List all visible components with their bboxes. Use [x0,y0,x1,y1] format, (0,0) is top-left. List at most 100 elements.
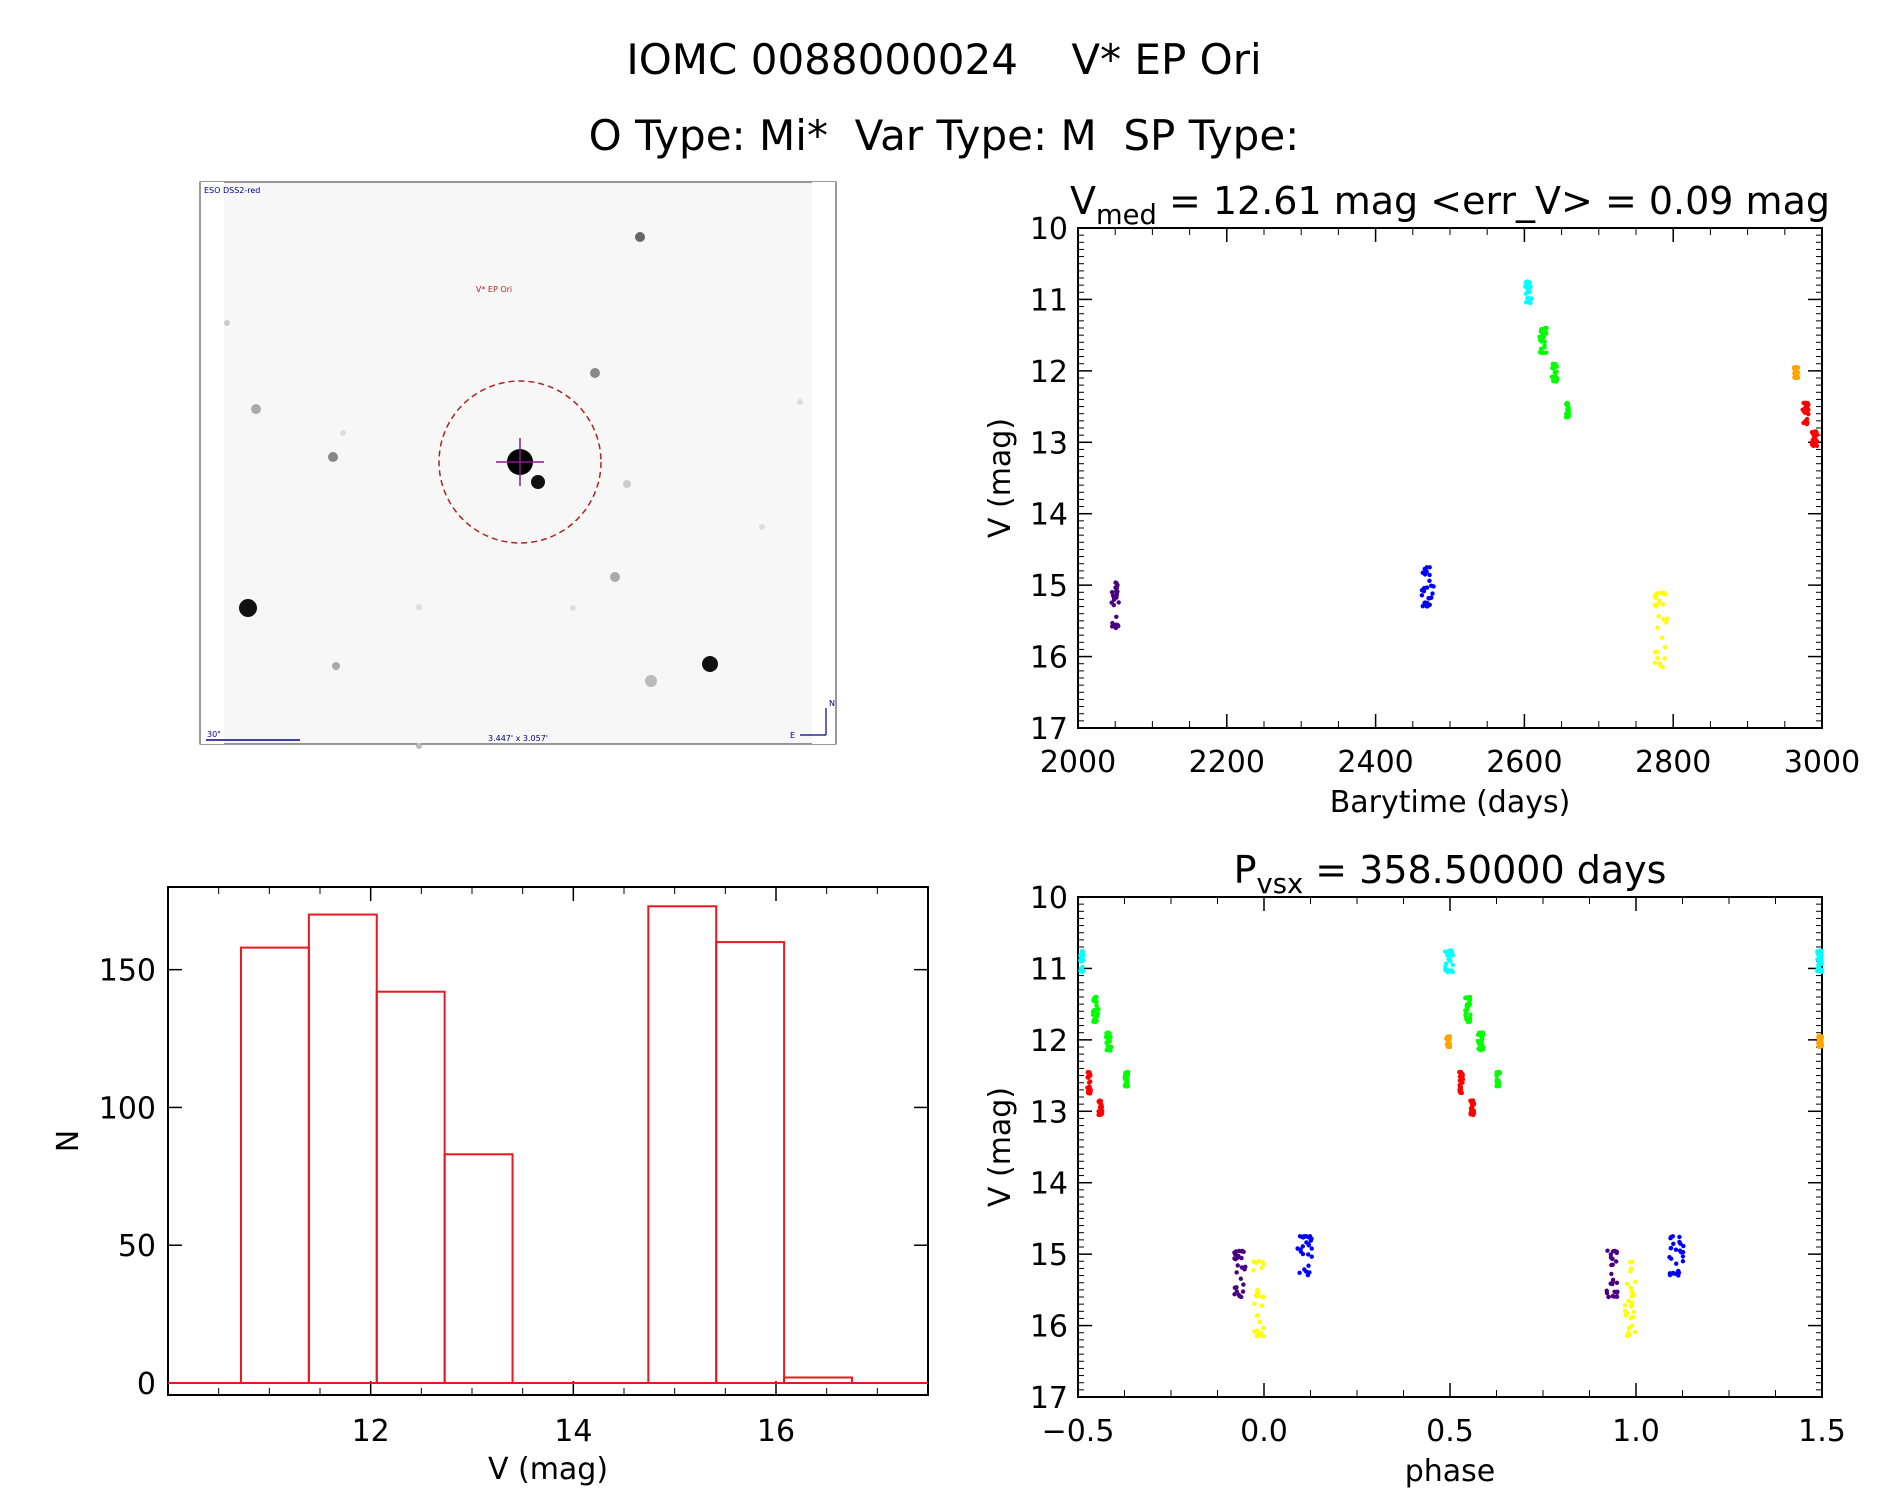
data-point [1419,593,1425,598]
data-point [1810,430,1815,435]
data-point [1527,285,1533,290]
data-point [1260,1325,1266,1331]
data-point [1427,578,1432,584]
data-point [1630,1314,1636,1320]
data-point [1626,1325,1632,1331]
x-tick-label: 12 [352,1414,390,1449]
data-point [1112,623,1118,628]
data-point [1444,969,1450,974]
data-point [1815,957,1820,962]
data-point [1235,1263,1240,1268]
data-point [1523,280,1529,285]
data-point [1465,1019,1471,1025]
data-point [1300,1244,1306,1249]
data-point [1479,1039,1484,1044]
star-marker [702,656,718,672]
data-point [1241,1282,1246,1287]
star-marker [610,572,620,582]
data-point [1468,1098,1473,1103]
x-axis-label: V (mag) [488,1452,608,1487]
data-point [1803,419,1809,425]
data-point [1422,600,1427,606]
y-tick-label: 13 [1030,1095,1068,1130]
data-point [1450,969,1455,975]
data-point [1259,1303,1265,1308]
data-point [1660,617,1666,622]
data-point [1295,1246,1300,1251]
data-point [1463,995,1468,1001]
star-marker [328,452,338,462]
data-point [1104,1031,1109,1036]
scale-label: 30" [207,730,221,739]
data-point [1443,964,1448,969]
data-point [1450,962,1455,968]
data-point [1667,1272,1673,1278]
data-point [1626,1298,1631,1304]
data-point [1426,595,1431,601]
star-marker [251,404,261,414]
data-point [1632,1279,1638,1285]
data-point [1497,1069,1502,1075]
data-point [1544,350,1549,355]
data-point [1671,1241,1676,1247]
y-tick-label: 10 [1030,881,1068,916]
star-marker [224,320,230,326]
search-radius-circle [438,380,602,544]
data-point [1305,1252,1311,1257]
data-point [1468,1012,1473,1017]
data-point [1079,968,1085,973]
data-point [1553,362,1558,367]
data-point [1420,570,1425,575]
data-point [1626,1330,1631,1335]
data-point [1234,1289,1240,1294]
star-marker [416,604,422,610]
data-point [1614,1249,1619,1254]
survey-label: ESO DSS2-red [204,186,260,195]
data-point [1124,1079,1130,1085]
data-point [1660,602,1666,607]
x-tick-label: 14 [554,1414,592,1449]
figure-title: IOMC 0088000024 V* EP Ori [626,35,1261,84]
data-point [1304,1240,1309,1245]
data-point [1611,1294,1617,1299]
data-point [1614,1259,1619,1264]
star-marker [340,430,346,436]
sky-stars [224,232,803,749]
data-point [1680,1259,1686,1264]
y-axis-label: V (mag) [983,1087,1018,1207]
data-point [1622,1308,1628,1313]
data-point [1086,1088,1091,1094]
data-point [1604,1290,1610,1296]
y-tick-label: 12 [1030,1024,1068,1059]
data-point [1817,1044,1822,1050]
data-point [1528,296,1533,302]
data-point [1445,1044,1451,1049]
data-point [1457,1085,1463,1091]
data-point [1552,370,1557,375]
data-point [1792,369,1798,375]
data-point [1096,1007,1101,1012]
sky-image: ESO DSS2-red V* EP Ori 30" 3.447' x 3.05… [199,181,837,749]
data-point [1814,438,1820,444]
y-tick-label: 50 [118,1229,156,1264]
data-point [1656,614,1661,619]
data-point [1091,1017,1097,1022]
data-point [1652,660,1658,666]
y-tick-label: 15 [1030,569,1068,604]
data-point [1430,591,1435,596]
data-point [1307,1234,1313,1239]
data-point [1819,967,1824,973]
data-point [1654,649,1660,654]
data-point [1252,1301,1257,1307]
data-point [1297,1270,1302,1276]
data-point [1802,410,1808,415]
data-point [1614,1280,1620,1285]
star-marker [623,480,631,488]
data-point [1113,580,1118,585]
data-point [1469,1111,1474,1117]
y-tick-label: 15 [1030,1238,1068,1273]
data-point [1253,1292,1259,1298]
data-point [1678,1241,1683,1246]
data-point [1424,569,1429,574]
data-point [1469,1105,1474,1111]
